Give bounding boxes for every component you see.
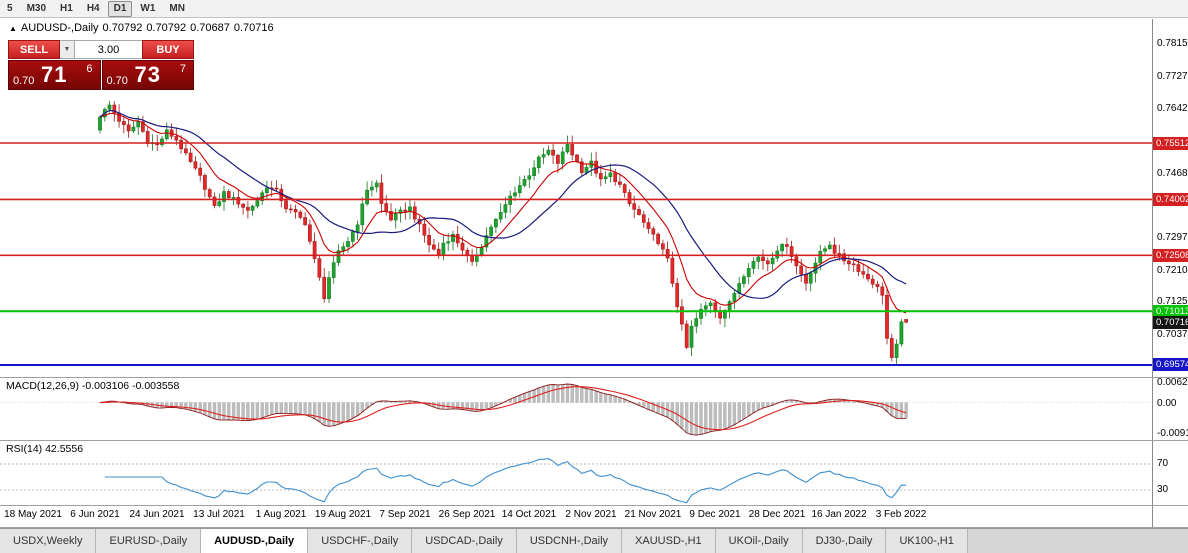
chevron-down-icon: ▼ <box>63 46 71 53</box>
date-tick-label: 19 Aug 2021 <box>314 509 372 520</box>
ask-prefix: 0.70 <box>106 75 128 87</box>
one-click-trading-widget: SELL ▼ 3.00 BUY 0.70 71 6 0.70 73 7 <box>8 40 194 90</box>
timeframe-toolbar: 5 M30 H1 H4 D1 W1 MN <box>0 0 1188 18</box>
timeframe-button-h4[interactable]: H4 <box>86 2 100 14</box>
chart-tab-uk100-h1[interactable]: UK100-,H1 <box>886 529 968 553</box>
ma-slow-line <box>99 109 907 299</box>
sell-button[interactable]: SELL <box>8 40 60 59</box>
chart-tab-usdcnh-daily[interactable]: USDCNH-,Daily <box>516 529 623 553</box>
ohlc-open: 0.70792 <box>102 22 143 34</box>
date-tick-label: 7 Sep 2021 <box>379 509 431 520</box>
volume-dropdown-button[interactable]: ▼ <box>60 40 75 59</box>
chart-tab-usdcad-daily[interactable]: USDCAD-,Daily <box>412 529 517 553</box>
buy-button[interactable]: BUY <box>142 40 194 59</box>
bid-price-panel[interactable]: 0.70 71 6 <box>8 60 101 90</box>
date-tick-label: 21 Nov 2021 <box>624 509 682 520</box>
timeframe-button-m30[interactable]: M30 <box>26 2 47 14</box>
price-level-badge: 0.74002 <box>1153 192 1188 206</box>
rsi-line <box>104 458 907 504</box>
macd-signal-line <box>99 386 907 431</box>
volume-input[interactable]: 3.00 <box>75 40 142 59</box>
date-tick-label: 24 Jun 2021 <box>129 509 185 520</box>
price-level-badge: 0.75512 <box>1153 136 1188 150</box>
date-tick-label: 28 Dec 2021 <box>748 509 806 520</box>
date-tick-label: 6 Jun 2021 <box>70 509 120 520</box>
chart-symbol-label: AUDUSD-,Daily <box>20 22 99 34</box>
date-tick-label: 16 Jan 2022 <box>811 509 867 520</box>
chart-tab-eurusd-daily[interactable]: EURUSD-,Daily <box>96 529 202 553</box>
timeframe-button-d1[interactable]: D1 <box>107 0 133 17</box>
ask-price-panel[interactable]: 0.70 73 7 <box>101 60 194 90</box>
ma-fast-line <box>99 112 907 314</box>
bid-prefix: 0.70 <box>13 75 35 87</box>
price-tick-label: 0.7815 <box>1157 38 1188 50</box>
date-tick-label: 3 Feb 2022 <box>875 509 927 520</box>
rsi-label: RSI(14) 42.5556 <box>6 443 84 455</box>
rsi-axis-label: 30 <box>1157 484 1169 495</box>
price-level-badge: 0.72508 <box>1153 248 1188 262</box>
macd-axis-label: -0.00919 <box>1157 427 1188 439</box>
date-tick-label: 18 May 2021 <box>4 509 62 520</box>
chart-tab-dj30-daily[interactable]: DJ30-,Daily <box>802 529 887 553</box>
timeframe-button-5[interactable]: 5 <box>7 2 13 14</box>
date-tick-label: 26 Sep 2021 <box>438 509 496 520</box>
timeframe-button-mn[interactable]: MN <box>169 2 185 14</box>
chart-tab-ukoil-daily[interactable]: UKOil-,Daily <box>715 529 803 553</box>
date-tick-label: 2 Nov 2021 <box>565 509 617 520</box>
bid-pipette: 6 <box>86 63 93 75</box>
price-axis-background <box>1152 19 1188 527</box>
chart-tab-xauusd-h1[interactable]: XAUUSD-,H1 <box>622 529 716 553</box>
macd-axis-label: 0.00 <box>1157 397 1177 409</box>
chart-ohlc-title: ▲ AUDUSD-,Daily 0.70792 0.70792 0.70687 0.707… <box>9 22 278 34</box>
chart-tab-usdx-weekly[interactable]: USDX,Weekly <box>0 529 97 553</box>
price-tick-label: 0.7210 <box>1157 264 1188 276</box>
date-tick-label: 1 Aug 2021 <box>255 509 307 520</box>
macd-main-line <box>99 383 907 436</box>
price-tick-label: 0.7468 <box>1157 168 1188 180</box>
timeframe-button-w1[interactable]: W1 <box>140 2 156 14</box>
date-tick-label: 9 Dec 2021 <box>689 509 741 520</box>
ask-big-digits: 73 <box>134 62 161 87</box>
date-tick-label: 14 Oct 2021 <box>501 509 557 520</box>
macd-label: MACD(12,26,9) -0.003106 -0.003558 <box>6 380 180 392</box>
bid-big-digits: 71 <box>41 62 68 87</box>
ohlc-low: 0.70687 <box>190 22 230 34</box>
ohlc-close: 0.70716 <box>233 22 274 34</box>
macd-histogram <box>98 383 908 436</box>
price-tick-label: 0.7727 <box>1157 71 1188 83</box>
timeframe-button-h1[interactable]: H1 <box>60 2 73 14</box>
ask-pipette: 7 <box>179 63 186 75</box>
price-level-badge: 0.71013 <box>1153 304 1188 318</box>
price-tick-label: 0.7642 <box>1157 103 1188 115</box>
current-price-badge: 0.70716 <box>1153 315 1188 329</box>
rsi-axis-label: 70 <box>1157 458 1169 469</box>
price-level-badge: 0.69574 <box>1153 358 1188 372</box>
date-tick-label: 13 Jul 2021 <box>193 509 245 520</box>
symbol-marker-icon: ▲ <box>9 24 17 33</box>
price-tick-label: 0.7125 <box>1157 296 1188 308</box>
chart-tab-usdchf-daily[interactable]: USDCHF-,Daily <box>308 529 413 553</box>
chart-tab-audusd-daily[interactable]: AUDUSD-,Daily <box>201 529 309 553</box>
price-tick-label: 0.7297 <box>1157 232 1188 244</box>
ohlc-high: 0.70792 <box>146 22 187 34</box>
candles-layer <box>98 100 908 364</box>
chart-tab-bar: USDX,Weekly EURUSD-,Daily AUDUSD-,Daily USD… <box>0 528 1188 553</box>
price-tick-label: 0.7037 <box>1157 329 1188 341</box>
